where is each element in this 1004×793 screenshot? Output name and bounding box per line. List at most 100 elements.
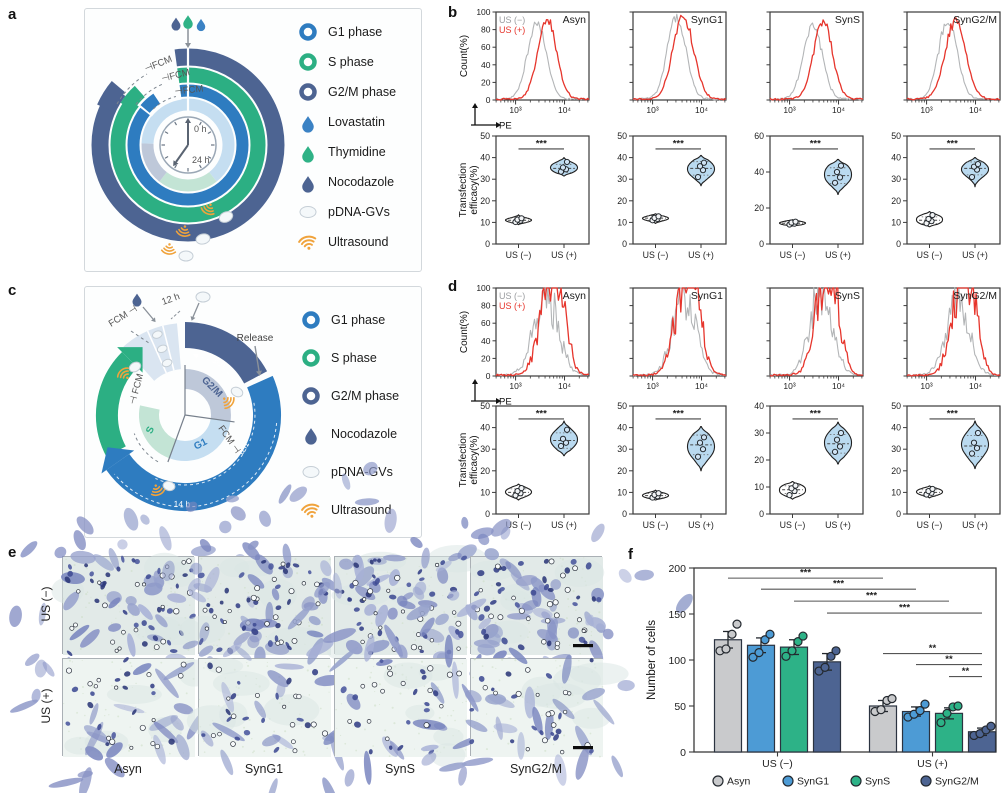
violin-data-point xyxy=(700,434,708,441)
legend-label: pDNA-GVs xyxy=(331,465,393,479)
legend-label: Lovastatin xyxy=(328,115,385,129)
violin-data-point xyxy=(700,159,708,166)
svg-text:US (+): US (+) xyxy=(825,520,851,530)
svg-text:40: 40 xyxy=(754,401,764,411)
histogram-curve-us-plus xyxy=(906,287,1001,377)
svg-text:US (+): US (+) xyxy=(688,250,714,260)
svg-text:***: *** xyxy=(536,138,547,149)
panel-f-label: f xyxy=(628,546,633,563)
legend-item: G1 phase xyxy=(297,21,419,43)
panel-e-label: e xyxy=(8,544,17,561)
flow-histogram-syns: 10³ 10⁴ SynS xyxy=(766,11,864,115)
svg-text:US (−): US (−) xyxy=(780,250,806,260)
s-phase-ring-icon xyxy=(302,349,320,367)
svg-text:40: 40 xyxy=(617,153,627,163)
svg-text:0 h: 0 h xyxy=(194,124,207,134)
svg-text:***: *** xyxy=(810,408,821,419)
bar-data-point xyxy=(727,629,737,639)
svg-text:60: 60 xyxy=(754,131,764,141)
svg-text:0: 0 xyxy=(486,371,491,381)
legend-label: G1 phase xyxy=(331,313,386,327)
svg-text:40: 40 xyxy=(480,423,490,433)
legend-label: Nocodazole xyxy=(331,427,398,441)
svg-text:SynS: SynS xyxy=(865,776,890,788)
svg-text:30: 30 xyxy=(617,444,627,454)
flow-histogram-asyn: 0 20 40 60 80 100 10³ 10⁴ Asyn US (−)US (+) Count(… xyxy=(459,283,590,408)
svg-text:50: 50 xyxy=(617,131,627,141)
svg-text:100: 100 xyxy=(476,7,490,17)
svg-text:40: 40 xyxy=(754,167,764,177)
legend-item: Ultrasound xyxy=(300,499,420,521)
svg-text:50: 50 xyxy=(617,401,627,411)
legend-label: S phase xyxy=(328,55,374,69)
svg-text:10⁴: 10⁴ xyxy=(969,105,982,115)
svg-text:SynG1: SynG1 xyxy=(797,776,829,788)
svg-text:20: 20 xyxy=(891,196,901,206)
svg-text:60: 60 xyxy=(481,318,491,328)
violin-data-point xyxy=(518,215,525,222)
row-label-us-minus: US (−) xyxy=(39,586,53,622)
violin-data-point xyxy=(831,179,839,186)
legend-label: G2/M phase xyxy=(331,389,400,403)
legend-item: Lovastatin xyxy=(297,111,419,133)
violin-data-point xyxy=(655,490,662,497)
g2-m-phase-ring-icon xyxy=(299,83,317,101)
histogram-curve-us-minus xyxy=(769,22,864,101)
svg-text:0: 0 xyxy=(680,747,686,759)
svg-text:US (+): US (+) xyxy=(688,520,714,530)
svg-text:0: 0 xyxy=(485,509,490,519)
violin-plot-syng1: 0 10 20 30 40 50 *** US (−) US (+) xyxy=(617,131,727,260)
bar-data-point xyxy=(765,629,775,639)
bar-data-point xyxy=(721,644,731,654)
legend-item: G2/M phase xyxy=(300,385,420,407)
violin-data-point xyxy=(559,164,567,171)
svg-text:***: *** xyxy=(833,579,844,590)
droplet-icon xyxy=(171,17,181,31)
svg-text:SynS: SynS xyxy=(835,14,860,26)
violin-data-point xyxy=(694,453,702,460)
bar-data-point xyxy=(826,651,836,661)
panel-a-label: a xyxy=(8,6,17,23)
ultrasound-icon xyxy=(222,397,235,410)
ultrasound-icon xyxy=(175,225,191,237)
svg-text:10³: 10³ xyxy=(783,105,795,115)
violin-data-point xyxy=(696,163,704,170)
svg-text:***: *** xyxy=(536,408,547,419)
svg-text:10³: 10³ xyxy=(509,381,521,391)
violin-data-point xyxy=(833,436,841,443)
svg-text:⊣ FCM: ⊣ FCM xyxy=(127,372,146,405)
droplet-icon xyxy=(183,15,193,29)
pdna-gv-icon xyxy=(195,233,211,245)
svg-text:20: 20 xyxy=(891,466,901,476)
svg-text:***: *** xyxy=(800,568,811,579)
svg-text:US (−): US (−) xyxy=(506,520,532,530)
svg-text:30: 30 xyxy=(480,444,490,454)
svg-text:10: 10 xyxy=(754,482,764,492)
svg-text:PE: PE xyxy=(499,397,512,408)
svg-text:40: 40 xyxy=(617,423,627,433)
svg-text:***: *** xyxy=(899,603,910,614)
violin-data-point xyxy=(518,484,525,492)
histogram-curve-us-plus xyxy=(769,287,864,377)
svg-text:US (+): US (+) xyxy=(962,520,988,530)
svg-text:40: 40 xyxy=(480,153,490,163)
flow-histogram-asyn: 0 20 40 60 80 100 10³ 10⁴ Asyn US (−)US (+) Count(… xyxy=(459,7,590,132)
svg-text:24 h: 24 h xyxy=(192,155,210,165)
svg-text:10: 10 xyxy=(617,487,627,497)
svg-text:0: 0 xyxy=(896,509,901,519)
svg-text:**: ** xyxy=(945,654,953,665)
svg-text:PE: PE xyxy=(499,121,512,132)
svg-text:40: 40 xyxy=(481,60,491,70)
svg-text:10³: 10³ xyxy=(646,105,658,115)
svg-text:0: 0 xyxy=(485,239,490,249)
svg-text:150: 150 xyxy=(668,609,686,621)
violin-data-point xyxy=(929,485,936,493)
svg-text:US (+): US (+) xyxy=(962,250,988,260)
flow-histogram-syng1: 10³ 10⁴ SynG1 xyxy=(629,11,727,115)
svg-text:50: 50 xyxy=(480,401,490,411)
svg-text:0: 0 xyxy=(896,239,901,249)
svg-text:***: *** xyxy=(673,138,684,149)
svg-text:40: 40 xyxy=(481,336,491,346)
